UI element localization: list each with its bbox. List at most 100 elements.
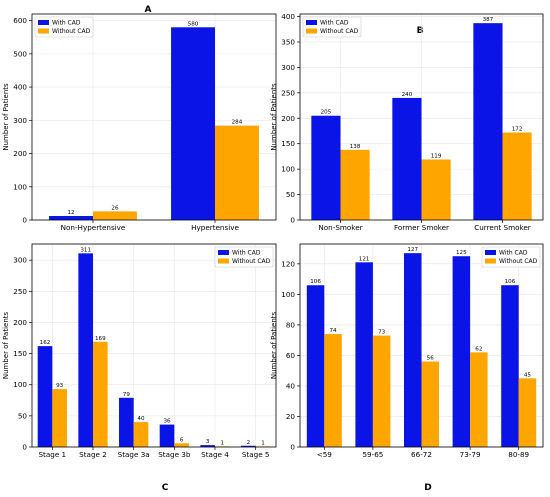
panel-letter: C	[162, 483, 169, 493]
bar-without-cad	[421, 361, 439, 447]
legend-swatch	[306, 28, 317, 34]
y-tick-label: 0	[290, 216, 295, 225]
data-label: 1	[221, 440, 225, 446]
data-label: 205	[321, 110, 332, 116]
panel-letter: D	[424, 483, 431, 493]
y-tick-label: 100	[13, 182, 27, 191]
x-tick-label: Hypertensive	[191, 223, 239, 232]
bar-with-cad	[452, 256, 471, 447]
data-label: 106	[310, 279, 321, 285]
bar-with-cad	[473, 23, 503, 221]
bar-with-cad	[306, 285, 325, 447]
bar-without-cad	[518, 378, 537, 447]
data-label: 12	[67, 210, 74, 216]
y-axis-label: Number of Patients	[2, 311, 10, 379]
chart-panel-c: C 0 50 100 150 200 250 300 162 311 79 36 3 2 93 169 40 6 1…	[2, 243, 277, 493]
data-label: 311	[80, 247, 91, 253]
data-label: 3	[206, 439, 210, 445]
bar-without-cad	[93, 211, 137, 220]
bar-with-cad	[501, 285, 519, 447]
plot-frame	[299, 243, 544, 448]
bar-without-cad	[470, 352, 488, 447]
x-tick-label: Stage 4	[201, 450, 229, 459]
plot-frame	[31, 13, 277, 221]
data-label: 240	[402, 92, 413, 98]
y-tick-label: 80	[286, 320, 296, 329]
bar-with-cad	[392, 97, 422, 220]
x-tick-label: Former Smoker	[394, 223, 449, 232]
data-label: 6	[180, 437, 184, 443]
data-label: 119	[431, 153, 442, 159]
legend-label: With CAD	[232, 250, 261, 257]
data-label: 125	[456, 250, 467, 256]
x-tick-label: Stage 5	[242, 450, 270, 459]
legend-label: With CAD	[52, 20, 81, 27]
legend-swatch	[485, 258, 496, 264]
y-tick-label: 150	[281, 139, 295, 148]
data-label: 121	[359, 256, 370, 262]
y-tick-label: 300	[281, 63, 295, 72]
bar-with-cad	[171, 27, 215, 220]
data-label: 127	[407, 247, 418, 253]
chart-panel-d: D 0 20 40 60 80 100 120 106 121 127 125 106 74 73 56 62 4…	[270, 243, 544, 493]
y-tick-label: 400	[13, 83, 27, 92]
bar-without-cad	[174, 443, 189, 447]
x-tick-label: 73-79	[460, 450, 481, 459]
x-tick-label: Current Smoker	[474, 223, 531, 232]
bar-without-cad	[502, 132, 532, 220]
data-label: 172	[512, 127, 523, 133]
data-label: 138	[350, 144, 361, 150]
legend-box	[302, 16, 362, 38]
y-tick-label: 120	[281, 259, 295, 268]
data-label: 36	[163, 419, 171, 425]
y-tick-label: 400	[281, 12, 295, 21]
legend-label: Without CAD	[52, 28, 91, 35]
y-tick-label: 350	[281, 37, 295, 46]
data-label: 40	[137, 416, 145, 422]
legend-box	[214, 246, 274, 268]
data-label: 56	[427, 356, 435, 362]
legend-box	[481, 246, 541, 268]
bar-with-cad	[37, 346, 53, 447]
bar-without-cad	[324, 334, 342, 447]
panel-letter: A	[145, 5, 152, 15]
data-label: 387	[483, 17, 494, 23]
y-tick-label: 200	[13, 318, 27, 327]
data-label: 2	[247, 440, 251, 446]
x-tick-label: 66-72	[411, 450, 432, 459]
data-label: 580	[188, 21, 199, 27]
x-tick-label: 80-89	[508, 450, 529, 459]
y-tick-label: 40	[286, 381, 296, 390]
bar-without-cad	[215, 125, 259, 220]
y-tick-label: 300	[13, 116, 27, 125]
bar-without-cad	[93, 341, 108, 447]
legend-label: Without CAD	[320, 28, 359, 35]
bar-without-cad	[372, 335, 391, 447]
legend-label: With CAD	[499, 250, 528, 257]
y-tick-label: 50	[18, 411, 28, 420]
bar-with-cad	[159, 424, 175, 447]
y-tick-label: 250	[281, 88, 295, 97]
panel-letter: B	[417, 26, 424, 36]
y-tick-label: 300	[13, 256, 27, 265]
y-axis-label: Number of Patients	[2, 83, 10, 151]
legend-label: Without CAD	[499, 258, 538, 265]
y-axis-label: Number of Patients	[270, 83, 278, 151]
chart-panel-a: A 0 100 200 300 400 500 600 12 580 26 284 Non-Hypert…	[2, 5, 277, 232]
legend-swatch	[38, 20, 49, 25]
x-tick-label: Stage 2	[79, 450, 107, 459]
bar-without-cad	[133, 422, 149, 447]
legend-swatch	[218, 258, 229, 264]
y-tick-label: 200	[13, 149, 27, 158]
legend-swatch	[485, 250, 496, 255]
bar-with-cad	[311, 115, 341, 220]
data-label: 74	[329, 328, 337, 334]
x-tick-label: <59	[317, 450, 333, 459]
bar-with-cad	[241, 445, 256, 447]
y-tick-label: 500	[13, 49, 27, 58]
bar-without-cad	[52, 389, 67, 447]
x-tick-label: Non-Hypertensive	[61, 223, 126, 232]
y-tick-label: 100	[13, 380, 27, 389]
